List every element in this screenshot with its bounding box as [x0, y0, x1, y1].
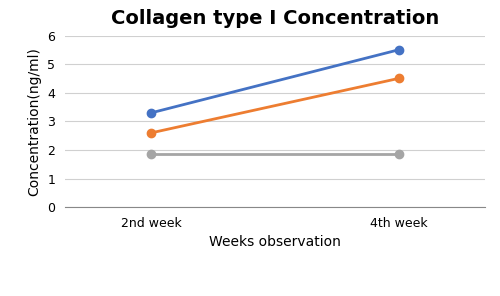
Group III — [396, 152, 402, 156]
Group III — [148, 152, 154, 156]
Title: Collagen type I Concentration: Collagen type I Concentration — [111, 9, 439, 28]
Line: Group III: Group III — [148, 150, 402, 158]
Line: group I: group I — [148, 46, 402, 117]
group II — [148, 131, 154, 135]
group II — [396, 77, 402, 80]
X-axis label: Weeks observation: Weeks observation — [209, 236, 341, 250]
Y-axis label: Concentration(ng/ml): Concentration(ng/ml) — [28, 47, 42, 196]
group I — [148, 111, 154, 115]
Line: group II: group II — [148, 74, 402, 137]
group I — [396, 48, 402, 52]
